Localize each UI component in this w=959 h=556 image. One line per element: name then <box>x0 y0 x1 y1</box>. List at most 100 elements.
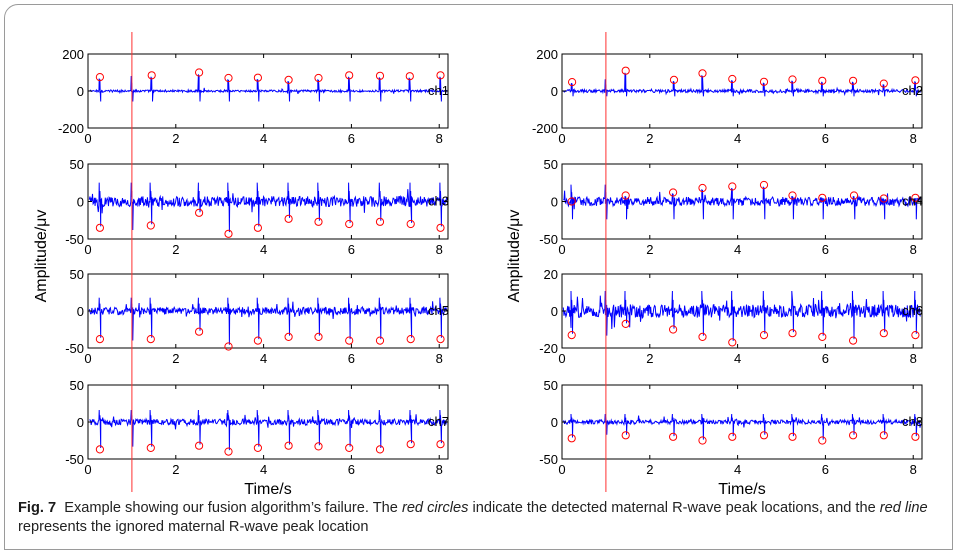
y-tick-label: 200 <box>536 47 558 62</box>
detected-peak-marker <box>567 434 576 443</box>
detected-peak-marker <box>224 73 233 83</box>
detected-peak-marker <box>879 329 888 338</box>
x-tick-label: 4 <box>260 351 267 366</box>
detected-peak-marker <box>759 431 769 440</box>
detected-peak-marker <box>728 432 737 441</box>
signal-line-ch6 <box>562 290 921 341</box>
x-tick-label: 8 <box>436 351 443 366</box>
x-tick-label: 2 <box>172 462 179 477</box>
y-tick-label: 0 <box>77 84 84 99</box>
detected-peak-marker <box>849 76 858 85</box>
detected-peak-marker <box>698 436 707 445</box>
signal-line-ch8 <box>562 413 922 440</box>
y-axis-label: Amplitude/μv <box>33 210 50 303</box>
signal-line-ch3 <box>88 182 448 233</box>
channel-label: ch4 <box>902 194 923 209</box>
y-tick-label: -50 <box>65 452 84 467</box>
detected-peak-marker <box>95 73 105 82</box>
channel-label: ch1 <box>428 83 449 98</box>
signal-line-ch5 <box>88 297 448 345</box>
detected-peak-marker <box>669 325 678 334</box>
detected-peak-marker <box>567 197 576 206</box>
detected-peak-marker <box>818 76 827 85</box>
detected-peak-marker <box>728 74 737 84</box>
detected-peak-marker <box>146 443 155 452</box>
detected-peak-marker <box>195 327 204 336</box>
y-tick-label: 0 <box>551 84 558 99</box>
detected-peak-marker <box>567 331 576 340</box>
detected-peak-marker <box>669 432 678 441</box>
x-tick-label: 8 <box>436 131 443 146</box>
detected-peak-marker <box>849 336 858 345</box>
x-tick-label: 4 <box>734 351 741 366</box>
x-axis-label: Time/s <box>244 481 291 498</box>
detected-peak-marker <box>253 223 262 232</box>
detected-peak-marker <box>146 335 155 344</box>
caption-emphasis: red line <box>879 500 928 516</box>
detected-peak-marker <box>911 76 920 85</box>
x-tick-label: 0 <box>558 242 565 257</box>
detected-peak-marker <box>818 332 827 341</box>
detected-peak-marker <box>253 336 262 345</box>
y-tick-label: 50 <box>544 157 558 172</box>
detected-peak-marker <box>147 71 156 80</box>
x-tick-label: 2 <box>646 462 653 477</box>
detected-peak-marker <box>375 336 385 345</box>
x-tick-label: 8 <box>436 242 443 257</box>
y-tick-label: 50 <box>70 378 84 393</box>
x-tick-label: 4 <box>734 242 741 257</box>
y-tick-label: -20 <box>539 341 558 356</box>
detected-peak-marker <box>621 66 630 75</box>
y-tick-label: 0 <box>77 304 84 319</box>
detected-peak-marker <box>879 431 888 440</box>
channel-label: ch8 <box>902 414 923 429</box>
y-tick-label: -200 <box>58 121 84 136</box>
detected-peak-marker <box>436 335 445 344</box>
detected-peak-marker <box>728 182 737 191</box>
signal-line-ch1 <box>89 74 448 102</box>
x-tick-label: 2 <box>172 131 179 146</box>
channel-label: ch7 <box>428 414 449 429</box>
caption-text: Example showing our fusion algorithm’s f… <box>18 500 928 535</box>
x-tick-label: 6 <box>822 351 829 366</box>
detected-peak-marker <box>224 447 233 456</box>
detected-peak-marker <box>195 208 204 217</box>
detected-peak-marker <box>375 71 385 80</box>
channel-label: ch2 <box>902 83 923 98</box>
detected-peak-marker <box>436 223 445 232</box>
detected-peak-marker <box>621 431 630 440</box>
detected-peak-marker <box>698 332 707 341</box>
detected-peak-marker <box>345 443 354 452</box>
detected-peak-marker <box>759 331 769 340</box>
detected-peak-marker <box>669 75 679 85</box>
detected-peak-marker <box>911 432 920 441</box>
detected-peak-marker <box>788 432 797 441</box>
detected-peak-marker <box>195 68 204 77</box>
y-tick-label: 200 <box>62 47 84 62</box>
detected-peak-marker <box>314 217 323 226</box>
detected-peak-marker <box>284 75 293 85</box>
x-tick-label: 4 <box>260 462 267 477</box>
detected-peak-marker <box>146 221 155 230</box>
x-tick-label: 6 <box>348 131 355 146</box>
y-tick-label: 0 <box>551 415 558 430</box>
x-tick-label: 0 <box>558 351 565 366</box>
detected-peak-marker <box>911 331 920 340</box>
detected-peak-marker <box>224 229 233 238</box>
detected-peak-marker <box>95 335 105 344</box>
detected-peak-marker <box>195 441 204 450</box>
caption-segment: indicate the detected maternal R-wave pe… <box>468 500 880 516</box>
detected-peak-marker <box>314 332 323 341</box>
x-tick-label: 4 <box>734 462 741 477</box>
detected-peak-marker <box>879 194 888 203</box>
detected-peak-marker <box>759 77 769 86</box>
detected-peak-marker <box>621 319 630 328</box>
x-tick-label: 6 <box>348 462 355 477</box>
detected-peak-marker <box>698 183 707 193</box>
x-tick-label: 8 <box>436 462 443 477</box>
